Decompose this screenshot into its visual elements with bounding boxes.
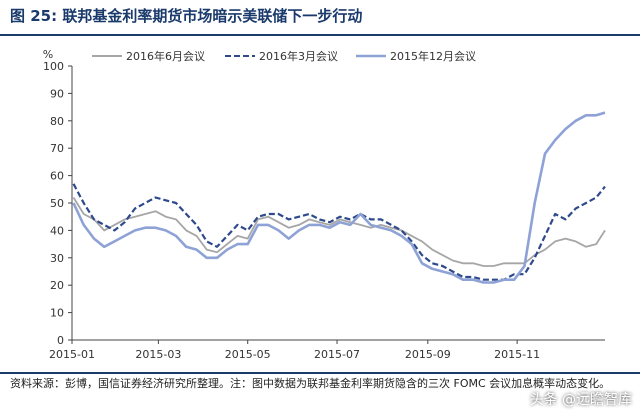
chart-series <box>72 111 606 284</box>
x-tick-label: 2015-05 <box>225 348 271 361</box>
chart-legend: 2016年6月会议 2016年3月会议 2015年12月会议 <box>92 49 476 63</box>
x-tick-label: 2015-09 <box>405 348 451 361</box>
x-tick-label: 2015-03 <box>135 348 181 361</box>
y-tick-label: 70 <box>50 142 64 155</box>
y-tick-label: 80 <box>50 115 64 128</box>
legend-label-3: 2015年12月会议 <box>390 49 476 63</box>
x-tick-label: 2015-07 <box>314 348 360 361</box>
footer-divider <box>0 372 640 374</box>
source-note: 资料来源：彭博，国信证券经济研究所整理。注：图中数据为联邦基金利率期货隐含的三次… <box>10 377 611 390</box>
series-line-3 <box>72 111 606 284</box>
watermark: 头条 @远瞻智库 <box>529 392 632 408</box>
figure-title: 图 25: 联邦基金利率期货市场暗示美联储下一步行动 <box>10 7 363 25</box>
y-tick-label: 10 <box>50 307 64 320</box>
series-line-1 <box>72 197 606 267</box>
y-axis-unit: % <box>43 48 53 61</box>
y-tick-label: 0 <box>57 334 64 347</box>
chart-axes: 0 10 20 30 40 50 60 70 80 90 100% 2015-01 2015-03 201… <box>43 48 605 361</box>
y-tick-label: 50 <box>50 197 64 210</box>
y-tick-label: 60 <box>50 170 64 183</box>
y-tick-label: 90 <box>50 87 64 100</box>
y-tick-label: 30 <box>50 252 64 265</box>
legend-label-2: 2016年3月会议 <box>259 49 338 63</box>
y-tick-label: 100 <box>43 60 64 73</box>
title-divider <box>0 34 640 36</box>
legend-label-1: 2016年6月会议 <box>126 49 205 63</box>
x-tick-label: 2015-11 <box>494 348 540 361</box>
y-tick-label: 20 <box>50 279 64 292</box>
y-tick-label: 40 <box>50 224 64 237</box>
x-tick-label: 2015-01 <box>49 348 95 361</box>
line-chart: 0 10 20 30 40 50 60 70 80 90 100% 2015-01 2015-03 201… <box>43 48 606 361</box>
